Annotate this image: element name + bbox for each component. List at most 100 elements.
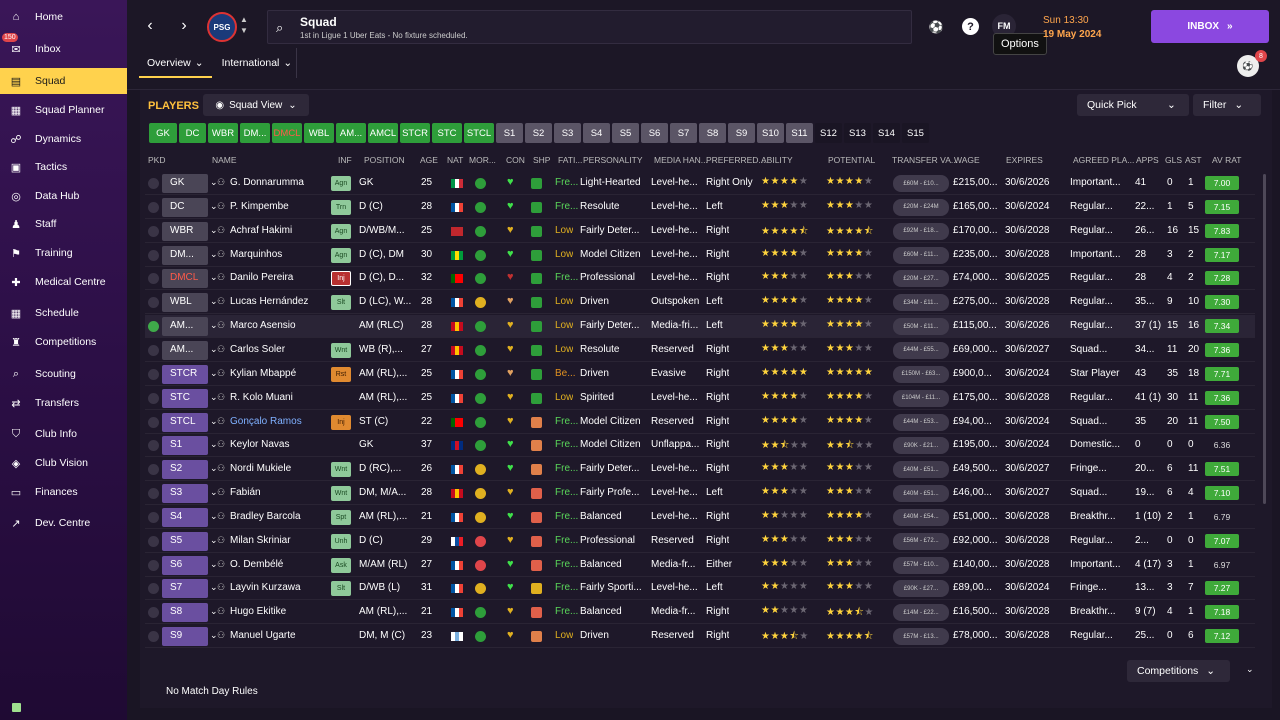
- player-name[interactable]: Marco Asensio: [230, 320, 296, 332]
- column-header[interactable]: PKD: [148, 155, 166, 165]
- position-chip[interactable]: STCL: [464, 123, 494, 143]
- position-select[interactable]: S3 ⌄: [162, 484, 218, 504]
- sidebar-item-tactics[interactable]: ▣ Tactics: [0, 154, 127, 180]
- column-header[interactable]: MOR...: [469, 155, 496, 165]
- help-icon[interactable]: ?: [962, 18, 979, 35]
- table-row[interactable]: DM... ⌄ ⚇ Marquinhos Agn D (C), DM 30 ♥ Low Model…: [145, 244, 1255, 267]
- pick-indicator[interactable]: [148, 249, 159, 261]
- player-name[interactable]: Keylor Navas: [230, 439, 290, 451]
- position-select[interactable]: WBL ⌄: [162, 293, 218, 313]
- player-name[interactable]: P. Kimpembe: [230, 200, 289, 212]
- pick-indicator[interactable]: [148, 535, 159, 547]
- position-select[interactable]: AM... ⌄: [162, 317, 218, 337]
- table-row[interactable]: AM... ⌄ ⚇ Carlos Soler Wnt WB (R),... 27 ♥ Low Re…: [145, 339, 1255, 362]
- table-row[interactable]: DC ⌄ ⚇ P. Kimpembe Trn D (C) 28 ♥ Fre... Resolute…: [145, 196, 1255, 219]
- pick-indicator[interactable]: [148, 607, 159, 619]
- pick-indicator[interactable]: [148, 440, 159, 452]
- table-row[interactable]: S5 ⌄ ⚇ Milan Škriniar Unh D (C) 29 ♥ Fre... Profe…: [145, 530, 1255, 553]
- position-chip[interactable]: S3: [554, 123, 581, 143]
- position-chip[interactable]: AMCL: [368, 123, 398, 143]
- position-chip[interactable]: S12: [815, 123, 842, 143]
- position-select[interactable]: STC ⌄: [162, 388, 218, 408]
- column-header[interactable]: PREFERRED...: [706, 155, 766, 165]
- column-header[interactable]: POSITION: [364, 155, 405, 165]
- position-select[interactable]: S1 ⌄: [162, 436, 218, 456]
- player-name[interactable]: Milan Škriniar: [230, 534, 291, 546]
- position-chip[interactable]: S8: [699, 123, 726, 143]
- sidebar-item-dynamics[interactable]: ☍ Dynamics: [0, 126, 127, 152]
- table-row[interactable]: S9 ⌄ ⚇ Manuel Ugarte DM, M (C) 23 ♥ Low Driven Re…: [145, 625, 1255, 649]
- position-chip[interactable]: S9: [728, 123, 755, 143]
- position-select[interactable]: STCL ⌄: [162, 412, 218, 432]
- position-chip[interactable]: S15: [902, 123, 929, 143]
- player-name[interactable]: Kylian Mbappé: [230, 367, 297, 379]
- forward-arrow-icon[interactable]: ›: [181, 17, 187, 34]
- pick-indicator[interactable]: [148, 178, 159, 189]
- player-name[interactable]: Achraf Hakimi: [230, 224, 293, 236]
- club-badge-icon[interactable]: PSG: [207, 12, 237, 42]
- position-chip[interactable]: S10: [757, 123, 784, 143]
- position-chip[interactable]: DC: [179, 123, 206, 143]
- column-header[interactable]: AGE: [420, 155, 438, 165]
- column-header[interactable]: POTENTIAL: [828, 155, 876, 165]
- column-header[interactable]: EXPIRES: [1006, 155, 1043, 165]
- column-header[interactable]: NAME: [212, 155, 237, 165]
- table-row[interactable]: WBR ⌄ ⚇ Achraf Hakimi Agn D/WB/M... 25 ♥ Low Fair…: [145, 220, 1255, 243]
- table-row[interactable]: S1 ⌄ ⚇ Keylor Navas GK 37 ♥ Fre... Model Citizen…: [145, 434, 1255, 458]
- table-row[interactable]: WBL ⌄ ⚇ Lucas Hernández Slt D (LC), W... 28 ♥ Lo…: [145, 291, 1255, 315]
- up-down-icon[interactable]: ▲ ▼: [240, 15, 248, 35]
- pick-indicator[interactable]: [148, 201, 159, 213]
- pick-indicator[interactable]: [148, 273, 159, 285]
- column-header[interactable]: GLS: [1165, 155, 1183, 165]
- position-chip[interactable]: S5: [612, 123, 639, 143]
- pick-indicator[interactable]: [148, 511, 159, 523]
- table-row[interactable]: DMCL ⌄ ⚇ Danilo Pereira Inj D (C), D... 32 ♥ Fre…: [145, 267, 1255, 291]
- sidebar-item-training[interactable]: ⚑ Training: [0, 240, 127, 266]
- squad-view-button[interactable]: ◉ Squad View ⌄: [203, 94, 309, 116]
- position-select[interactable]: S5 ⌄: [162, 531, 218, 551]
- position-chip[interactable]: WBR: [208, 123, 238, 143]
- position-chip[interactable]: S11: [786, 123, 813, 143]
- player-name[interactable]: Layvin Kurzawa: [230, 582, 301, 594]
- player-name[interactable]: R. Kolo Muani: [230, 391, 293, 403]
- position-chip[interactable]: S1: [496, 123, 523, 143]
- avatar[interactable]: ⚽: [1237, 55, 1259, 77]
- pick-indicator[interactable]: [148, 464, 159, 476]
- table-row[interactable]: S2 ⌄ ⚇ Nordi Mukiele Wnt D (RC),... 26 ♥ Fre... F…: [145, 458, 1255, 482]
- table-row[interactable]: S7 ⌄ ⚇ Layvin Kurzawa Slt D/WB (L) 31 ♥ Fre... Fa…: [145, 577, 1255, 601]
- pick-indicator[interactable]: [148, 488, 159, 500]
- position-select[interactable]: STCR ⌄: [162, 364, 218, 384]
- back-arrow-icon[interactable]: ‹: [147, 17, 153, 34]
- column-header[interactable]: PERSONALITY: [583, 155, 643, 165]
- tab-overview[interactable]: Overview ⌄: [139, 52, 212, 78]
- quick-pick-button[interactable]: Quick Pick ⌄: [1077, 94, 1189, 116]
- position-chip[interactable]: WBL: [304, 123, 334, 143]
- scrollbar[interactable]: [1263, 174, 1266, 504]
- column-header[interactable]: MEDIA HAN...: [654, 155, 708, 165]
- column-header[interactable]: FATI...: [558, 155, 583, 165]
- position-select[interactable]: AM... ⌄: [162, 340, 218, 360]
- tab-international[interactable]: International ⌄: [214, 52, 301, 78]
- date-display[interactable]: Sun 13:30 19 May 2024: [1043, 14, 1101, 42]
- sidebar-item-dev-centre[interactable]: ↗ Dev. Centre: [0, 510, 127, 536]
- table-row[interactable]: STC ⌄ ⚇ R. Kolo Muani AM (RL),... 25 ♥ Low Spiri…: [145, 387, 1255, 410]
- position-select[interactable]: DM... ⌄: [162, 245, 218, 265]
- player-name[interactable]: Lucas Hernández: [230, 296, 309, 308]
- position-select[interactable]: DMCL ⌄: [162, 269, 218, 289]
- column-header[interactable]: AV RAT: [1212, 155, 1242, 165]
- pick-indicator[interactable]: [148, 559, 159, 571]
- position-chip[interactable]: STCR: [400, 123, 430, 143]
- player-name[interactable]: G. Donnarumma: [230, 177, 304, 188]
- position-select[interactable]: WBR ⌄: [162, 221, 218, 241]
- position-chip[interactable]: GK: [149, 123, 177, 143]
- table-row[interactable]: STCL ⌄ ⚇ Gonçalo Ramos Inj ST (C) 22 ♥ Fre... Mod…: [145, 411, 1255, 434]
- column-header[interactable]: INF: [338, 155, 352, 165]
- column-header[interactable]: SHP: [533, 155, 551, 165]
- pick-indicator[interactable]: [148, 344, 159, 356]
- sidebar-item-schedule[interactable]: ▦ Schedule: [0, 300, 127, 326]
- sidebar-item-data-hub[interactable]: ◎ Data Hub: [0, 183, 127, 209]
- sidebar-item-transfers[interactable]: ⇄ Transfers: [0, 390, 127, 416]
- sidebar-item-squad[interactable]: ▤ Squad: [0, 68, 127, 94]
- player-name[interactable]: Nordi Mukiele: [230, 463, 292, 475]
- player-name[interactable]: Bradley Barcola: [230, 510, 301, 522]
